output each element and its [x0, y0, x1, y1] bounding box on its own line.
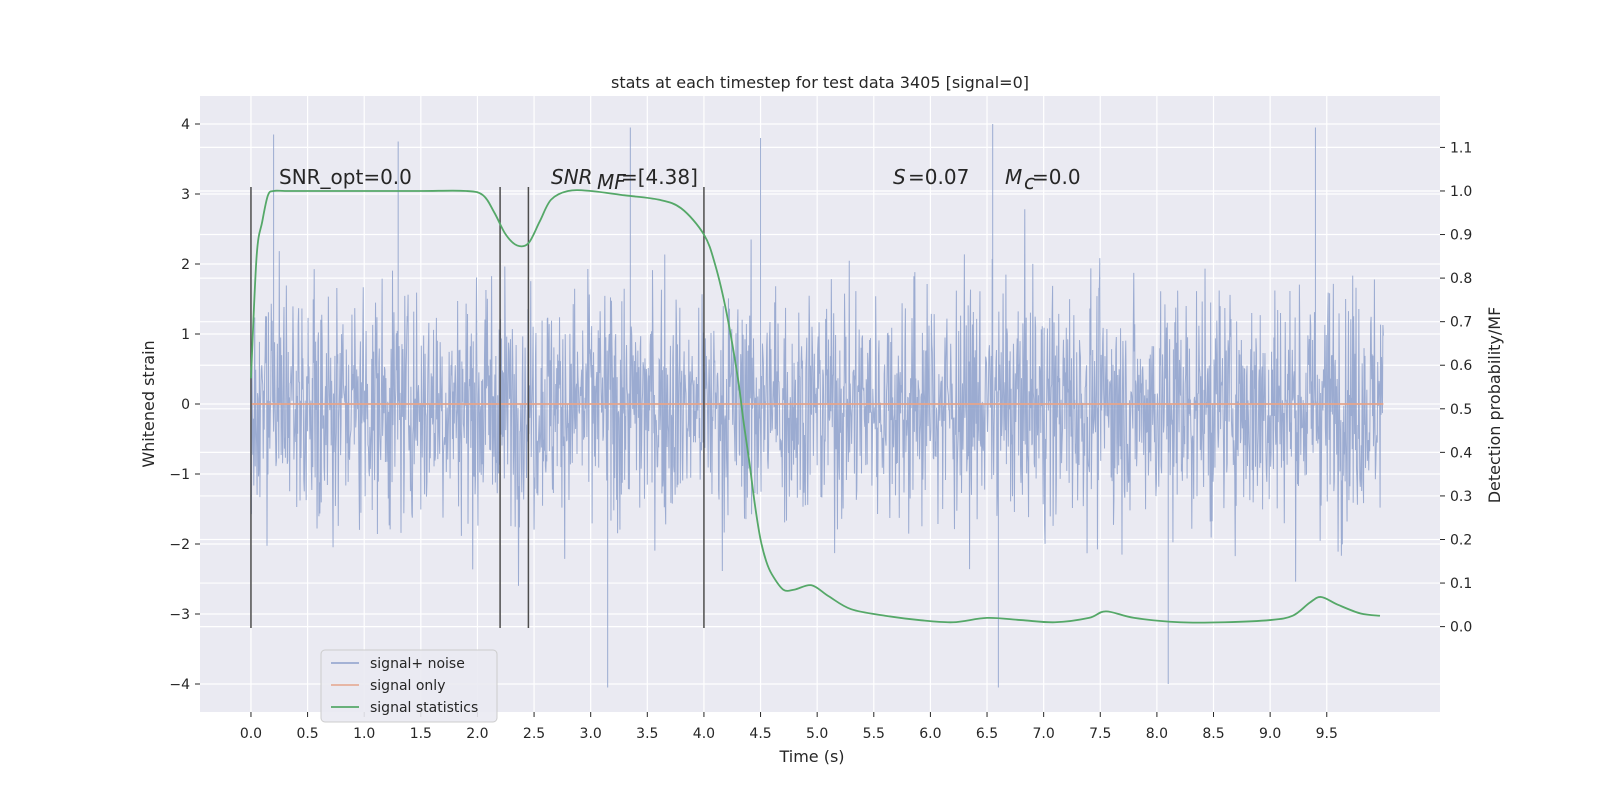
annotation-snr-mf-symbol: SNR: [551, 165, 593, 189]
x-tick-label: 3.5: [636, 726, 658, 742]
annotation-s: S =0.07: [893, 165, 969, 189]
tick-layer: 0.0 0.5 1.0 1.5 2.0 2.5 3.0 3.5 4.0 4.5 5.0 5.5 6.0 6…: [169, 117, 1472, 742]
y2-tick-label: 0.7: [1450, 315, 1472, 331]
y2-tick-label: 0.5: [1450, 402, 1472, 418]
y-tick-label: 3: [181, 187, 190, 203]
x-tick-label: 6.0: [919, 726, 941, 742]
x-tick-label: 8.5: [1202, 726, 1224, 742]
y2-tick-label: 0.0: [1450, 620, 1472, 636]
y-tick-label: −3: [169, 607, 190, 623]
annotation-snr-opt: SNR_opt=0.0: [279, 165, 412, 189]
y2-axis-label: Detection probability/MF: [1485, 307, 1504, 504]
y2-tick-label: 0.1: [1450, 576, 1472, 592]
x-tick-label: 1.5: [410, 726, 432, 742]
x-tick-label: 4.0: [693, 726, 715, 742]
annotation-s-symbol: S: [893, 165, 906, 189]
legend-label-signal-noise: signal+ noise: [370, 656, 465, 672]
x-tick-label: 7.0: [1033, 726, 1055, 742]
y-tick-label: −4: [169, 677, 190, 693]
y2-tick-label: 1.0: [1450, 184, 1472, 200]
y2-tick-label: 0.8: [1450, 271, 1472, 287]
annotation-s-value: =0.07: [908, 165, 969, 189]
legend-label-signal-statistics: signal statistics: [370, 700, 478, 716]
y-tick-label: 4: [181, 117, 190, 133]
y2-tick-label: 1.1: [1450, 140, 1472, 156]
x-tick-label: 1.0: [353, 726, 375, 742]
x-tick-label: 2.0: [466, 726, 488, 742]
x-tick-label: 8.0: [1146, 726, 1168, 742]
signal-plus-noise-series: [250, 124, 1384, 688]
y-tick-label: 0: [181, 397, 190, 413]
x-tick-label: 5.0: [806, 726, 828, 742]
x-tick-label: 4.5: [749, 726, 771, 742]
y-tick-label: −1: [169, 467, 190, 483]
x-tick-label: 5.5: [863, 726, 885, 742]
y2-tick-label: 0.3: [1450, 489, 1472, 505]
signal-statistics-series: [250, 189, 1381, 624]
legend: signal+ noise signal only signal statist…: [320, 649, 498, 723]
y-axis-label: Whitened strain: [139, 340, 158, 467]
x-tick-label: 9.5: [1316, 726, 1338, 742]
signal-plus-noise-line: [250, 124, 1384, 688]
y-tick-label: −2: [169, 537, 190, 553]
chart-title: stats at each timestep for test data 340…: [611, 73, 1029, 92]
annotation-snr-mf-value: =[4.38]: [621, 165, 698, 189]
x-tick-label: 0.0: [240, 726, 262, 742]
annotation-mc: M c =0.0: [1005, 165, 1081, 194]
x-tick-label: 2.5: [523, 726, 545, 742]
x-tick-label: 6.5: [976, 726, 998, 742]
y2-tick-label: 0.9: [1450, 228, 1472, 244]
y2-tick-label: 0.4: [1450, 445, 1472, 461]
x-axis-label: Time (s): [778, 747, 844, 766]
y2-tick-label: 0.2: [1450, 532, 1472, 548]
annotation-mc-subscript: c: [1024, 170, 1035, 194]
x-tick-label: 7.5: [1089, 726, 1111, 742]
signal-statistics-line: [250, 189, 1381, 624]
annotation-mc-value: =0.0: [1032, 165, 1081, 189]
y-tick-label: 2: [181, 257, 190, 273]
x-tick-label: 9.0: [1259, 726, 1281, 742]
legend-frame: [320, 649, 498, 723]
y2-tick-label: 0.6: [1450, 358, 1472, 374]
legend-label-signal-only: signal only: [370, 678, 445, 694]
x-tick-label: 0.5: [296, 726, 318, 742]
annotation-snr-mf: SNR MF =[4.38]: [551, 165, 698, 194]
vertical-marker-lines: [250, 187, 705, 628]
x-tick-label: 3.0: [580, 726, 602, 742]
y-tick-label: 1: [181, 327, 190, 343]
annotation-mc-symbol: M: [1005, 165, 1022, 189]
annotation-snr-mf-subscript: MF: [597, 170, 626, 194]
